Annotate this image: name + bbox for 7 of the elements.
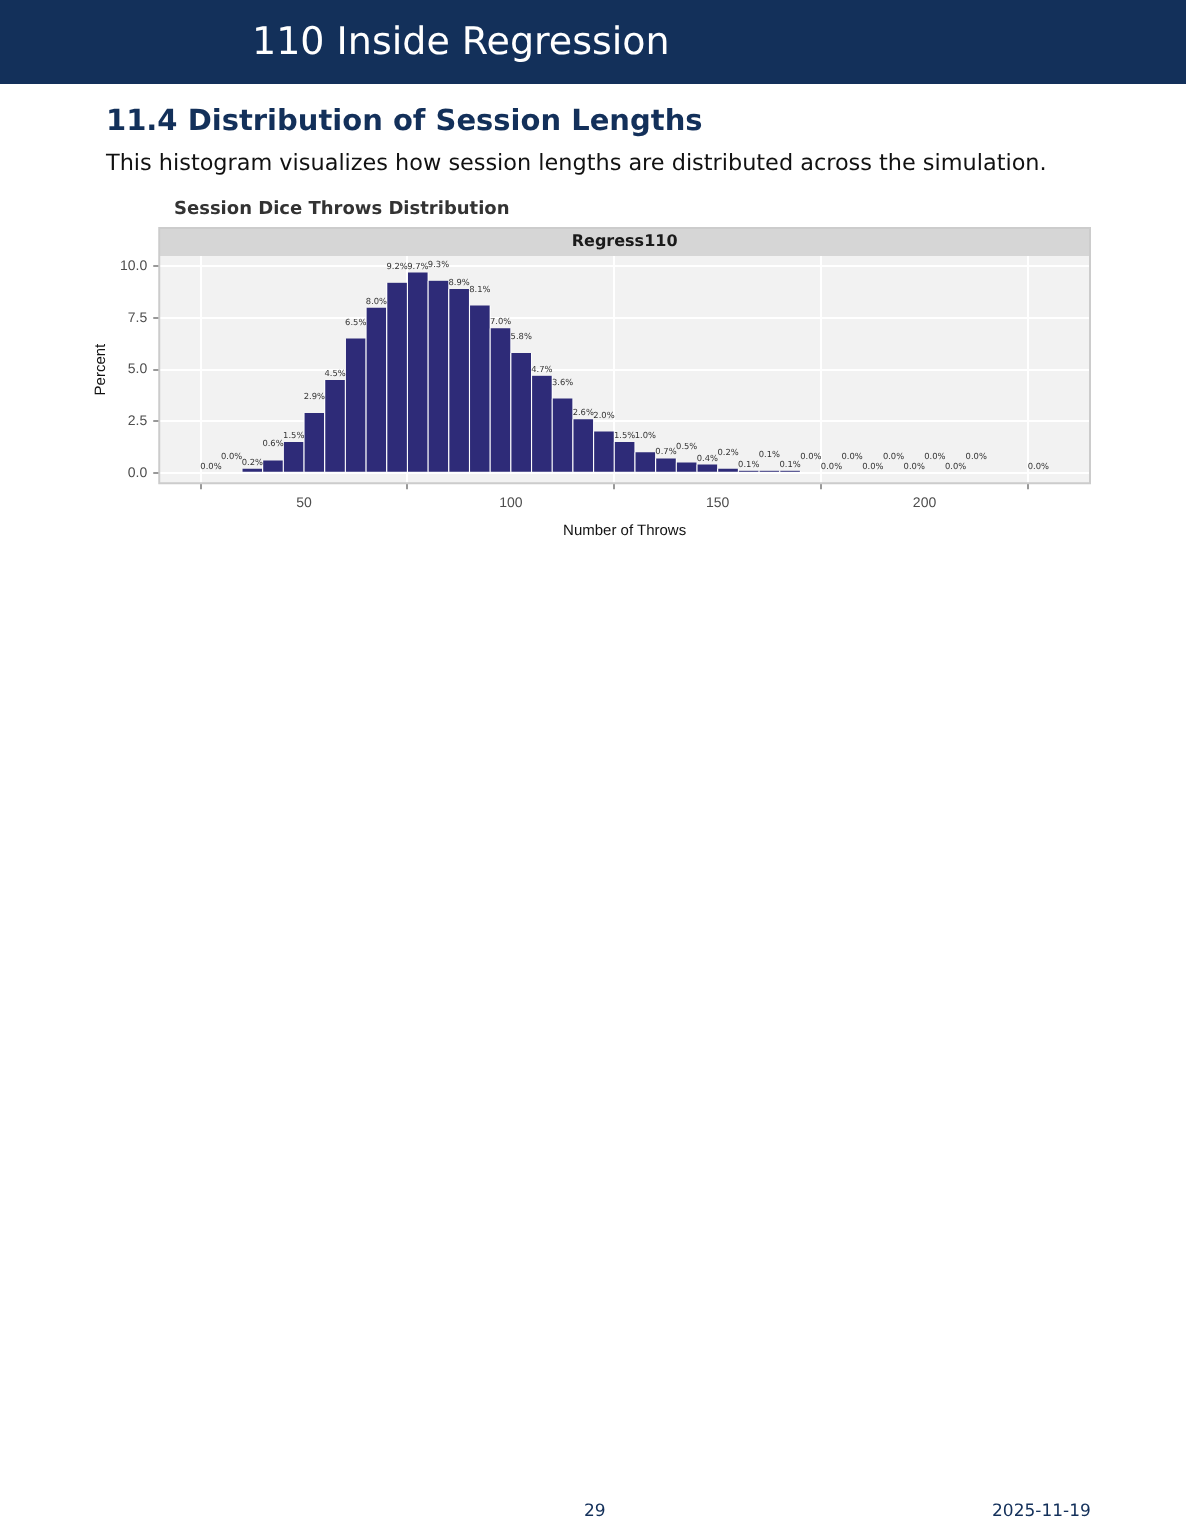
text: 11.4 Distribution of Session Lengths: [106, 106, 703, 138]
text: 29: [584, 1502, 606, 1522]
chart-subtitle: Regress110: [571, 232, 679, 251]
chart-title: Session Dice Throws Distribution: [174, 200, 510, 220]
text: 110 Inside Regression: [252, 18, 670, 68]
text: 2025-11-19: [992, 1502, 1091, 1522]
text: This histogram visualizes how session lengths are distributed across the simulation.: [106, 150, 1047, 176]
